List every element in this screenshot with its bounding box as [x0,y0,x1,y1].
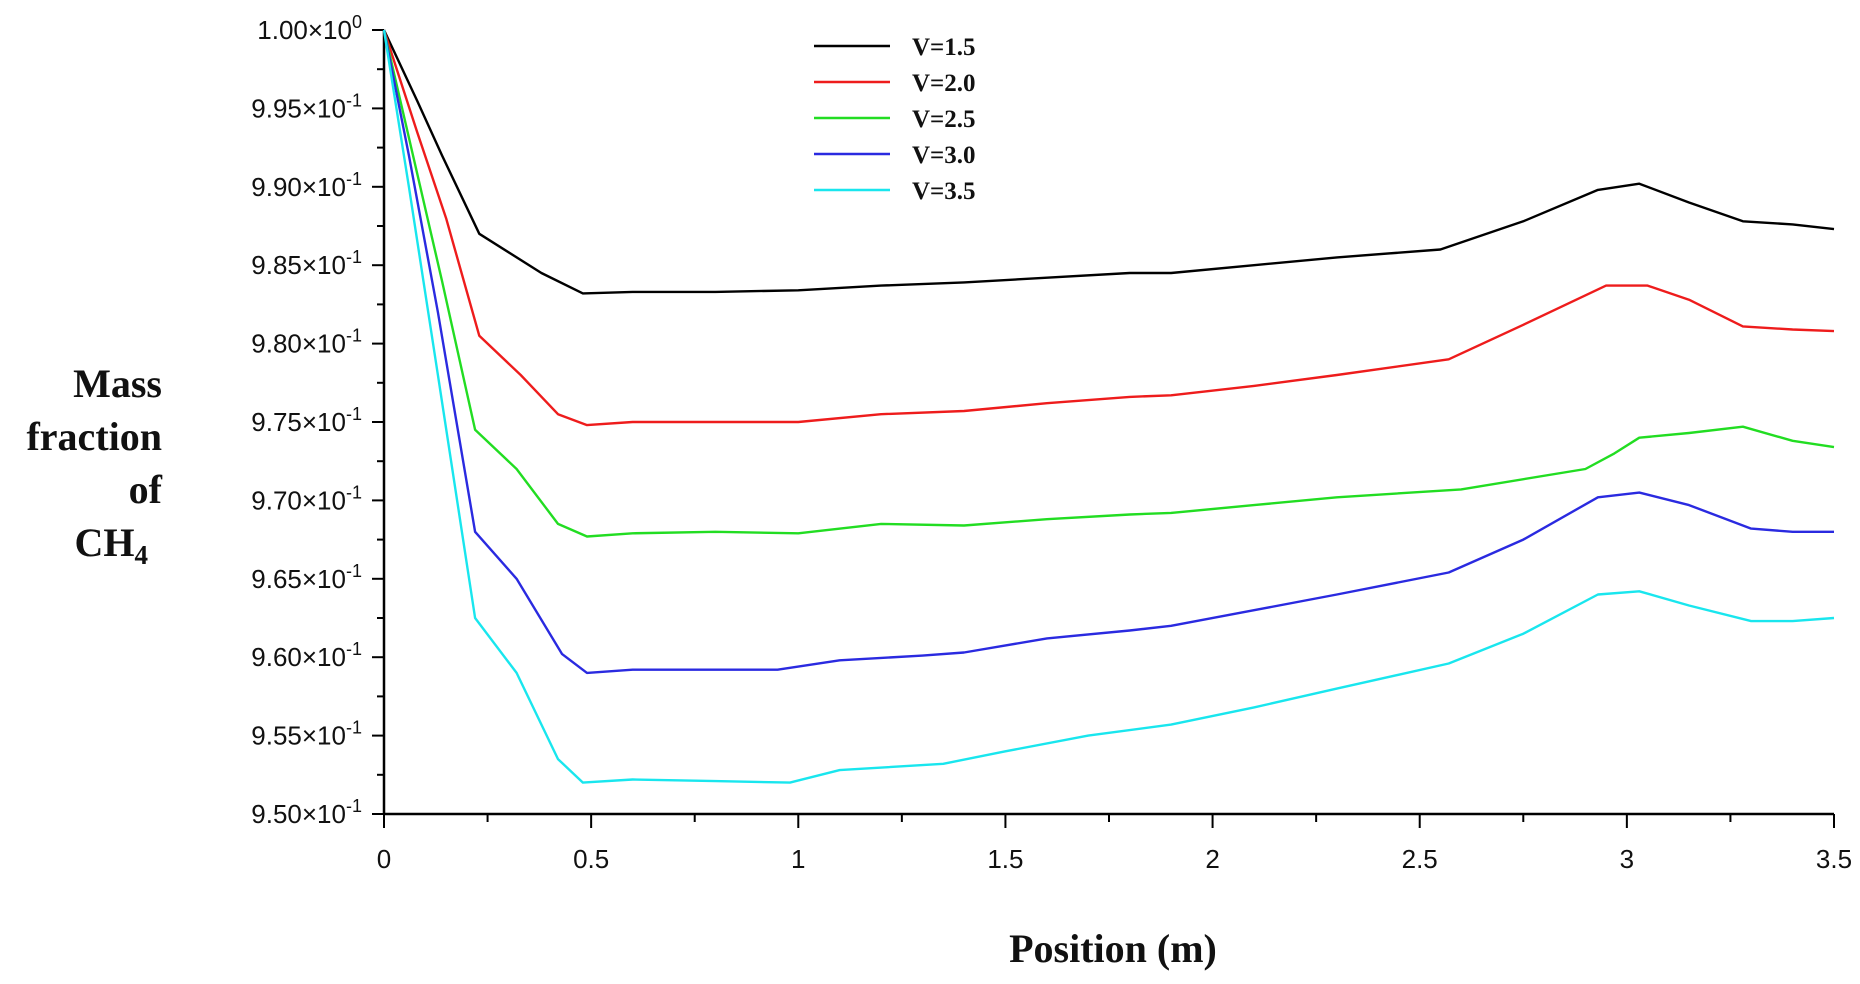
x-tick-label: 1 [791,844,805,874]
y-tick-label: 1.00×100 [257,12,362,45]
x-tick-label: 0 [377,844,391,874]
x-tick-label: 0.5 [573,844,609,874]
x-tick-label: 3 [1620,844,1634,874]
x-tick-label: 2.5 [1402,844,1438,874]
x-tick-label: 3.5 [1816,844,1852,874]
legend: V=1.5 V=2.0 V=2.5 V=3.0 V=3.5 [814,34,976,205]
x-tick-label: 1.5 [987,844,1023,874]
series-lines [382,29,1835,784]
y-tick-label: 9.60×10-1 [251,639,362,672]
y-tick-label: 9.85×10-1 [251,247,362,280]
series-line [382,29,1835,295]
series-line [382,29,1835,538]
y-tick-label: 9.70×10-1 [251,482,362,515]
y-tick-label: 9.80×10-1 [251,326,362,359]
y-axis-title-line: fraction [26,414,162,459]
y-tick-label: 9.50×10-1 [251,796,362,829]
y-axis-title-line: of [129,467,163,512]
y-tick-label: 9.75×10-1 [251,404,362,437]
y-tick-label: 9.55×10-1 [251,718,362,751]
legend-label: V=2.0 [912,70,976,97]
series-line [382,29,1835,427]
x-axis-title: Position (m) [1009,926,1217,971]
y-axis-title: Mass fraction of CH4 [26,361,162,570]
y-tick-label: 9.65×10-1 [251,561,362,594]
plot-axes: 0 0.5 1 1.5 2 2.5 3 3.5 9.50×10-1 9.55×10-1 9.60×1… [251,12,1852,874]
legend-label: V=2.5 [912,106,976,133]
y-tick-label: 9.95×10-1 [251,90,362,123]
series-line [382,29,1834,675]
x-tick-label: 2 [1205,844,1219,874]
legend-label: V=3.0 [912,142,976,169]
y-axis-title-line: CH4 [75,520,149,570]
legend-label: V=3.5 [912,178,976,205]
series-line [382,29,1835,784]
y-axis-title-line: Mass [73,361,162,406]
legend-label: V=1.5 [912,34,976,61]
y-tick-label: 9.90×10-1 [251,169,362,202]
